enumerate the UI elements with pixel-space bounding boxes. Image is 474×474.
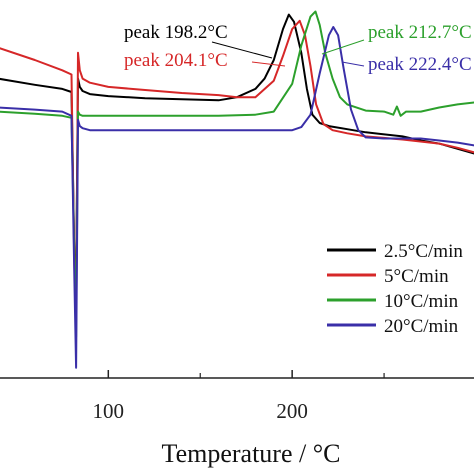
annotation-leader (211, 41, 273, 59)
series-line-3 (0, 26, 474, 369)
axes: 100 200 Temperature / °C (0, 370, 474, 468)
x-tick-label: 100 (93, 399, 125, 423)
legend-label: 5°C/min (384, 266, 449, 287)
x-axis-title: Temperature / °C (162, 439, 341, 468)
annotation-label: peak 222.4°C (368, 54, 472, 75)
annotation-leader (251, 61, 286, 67)
annotation-label: peak 212.7°C (368, 22, 472, 43)
annotation-label: peak 198.2°C (124, 22, 228, 43)
legend: 2.5°C/min 5°C/min 10°C/min 20°C/min (327, 241, 463, 337)
curves (0, 10, 474, 369)
annotation-leader (341, 61, 365, 67)
legend-label: 20°C/min (384, 316, 459, 337)
annotations: peak 198.2°C peak 204.1°C peak 212.7°C peak… (124, 22, 472, 75)
legend-label: 10°C/min (384, 291, 459, 312)
annotation-leader (321, 39, 365, 55)
annotation-label: peak 204.1°C (124, 50, 228, 71)
legend-label: 2.5°C/min (384, 241, 463, 262)
x-tick-label: 200 (276, 399, 308, 423)
